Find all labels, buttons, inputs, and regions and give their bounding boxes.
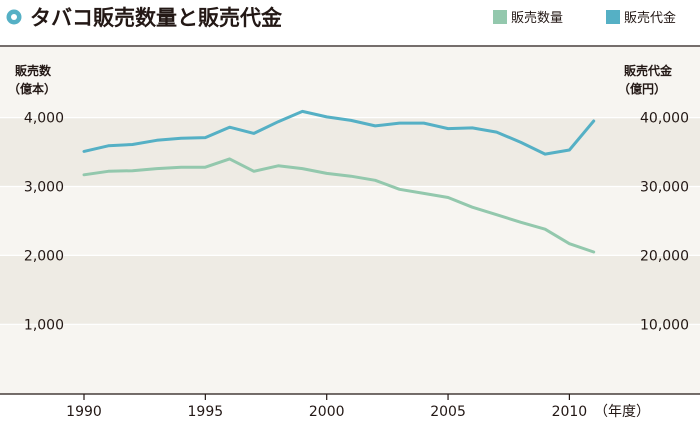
legend-swatch-sales — [606, 10, 620, 24]
legend-label-volume: 販売数量 — [511, 10, 563, 26]
x-tick-label: 1990 — [66, 404, 102, 420]
series-line-sales — [82, 109, 596, 156]
left-axis-ticks: 1,000 2,000 3,000 4,000 — [24, 111, 64, 334]
left-tick-label: 1,000 — [24, 317, 64, 333]
right-tick-label: 40,000 — [640, 111, 689, 127]
background-band — [0, 47, 700, 117]
legend-label-sales: 販売代金 — [624, 10, 676, 26]
left-tick-label: 2,000 — [24, 248, 64, 264]
right-axis-unit: （億円） — [618, 81, 666, 96]
series-lines — [82, 109, 596, 254]
left-axis-unit: （億本） — [8, 81, 56, 96]
legend-swatch-volume — [493, 10, 507, 24]
right-tick-label: 20,000 — [640, 248, 689, 264]
left-axis-label: 販売数 — [15, 63, 52, 78]
x-tick-label: 1995 — [188, 404, 224, 420]
plot-background — [0, 47, 700, 394]
background-band — [0, 324, 700, 394]
chart-title: タバコ販売数量と販売代金 — [30, 6, 283, 30]
background-band — [0, 186, 700, 255]
background-band — [0, 255, 700, 324]
x-tick-label: 2005 — [430, 404, 466, 420]
x-tick-label: 2010 — [552, 404, 588, 420]
x-tick-label: 2000 — [309, 404, 345, 420]
series-line-volume — [82, 157, 596, 254]
x-axis-ticks: 1990 1995 2000 2005 2010 — [66, 394, 587, 420]
right-tick-label: 30,000 — [640, 180, 689, 196]
x-axis-unit: （年度） — [594, 404, 650, 420]
gridlines — [0, 116, 700, 325]
right-axis-label: 販売代金 — [624, 63, 673, 78]
right-tick-label: 10,000 — [640, 317, 689, 333]
left-tick-label: 3,000 — [24, 180, 64, 196]
left-tick-label: 4,000 — [24, 111, 64, 127]
background-band — [0, 117, 700, 186]
right-axis-ticks: 10,000 20,000 30,000 40,000 — [640, 111, 689, 334]
title-bullet-center — [11, 14, 17, 20]
